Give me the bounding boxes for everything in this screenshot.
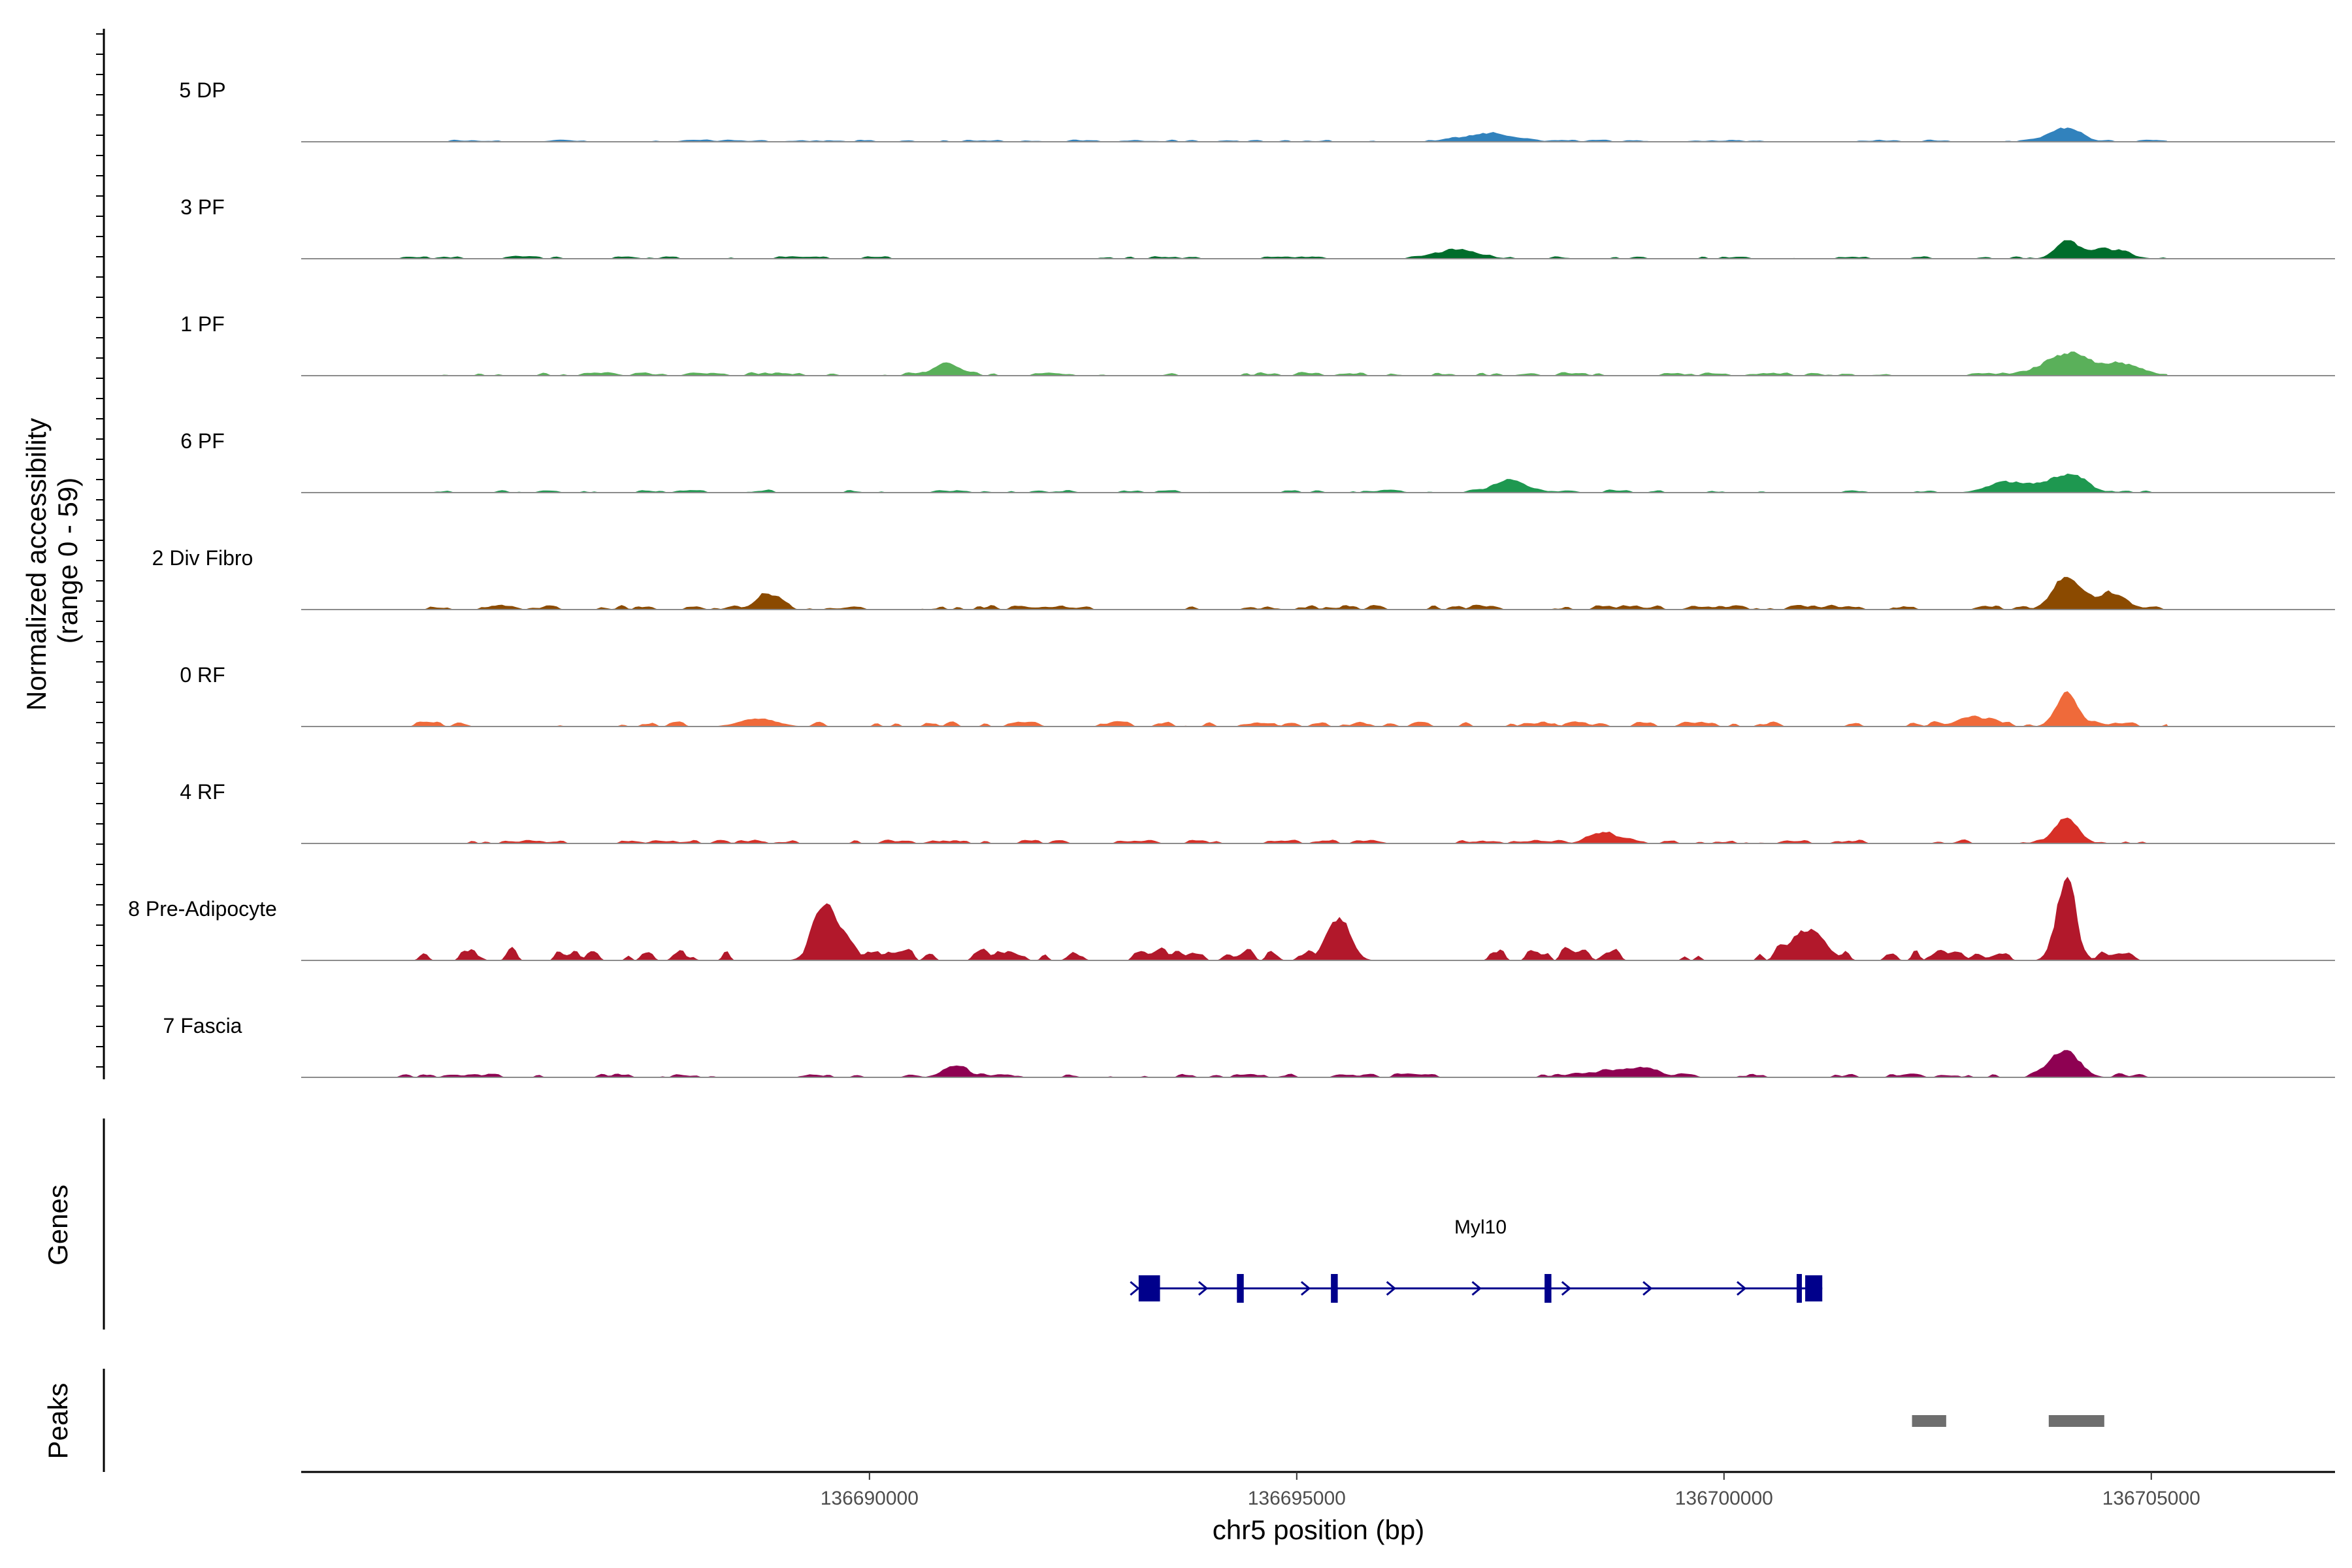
- coverage-area: [391, 877, 2168, 960]
- gene-strand-arrow: [1386, 1281, 1397, 1296]
- coverage-area: [391, 240, 2168, 259]
- track-label: 5 DP: [179, 78, 225, 102]
- track-label: 2 Div Fibro: [152, 546, 253, 570]
- peak-region-bar: [1912, 1415, 1946, 1427]
- coverage-area: [391, 351, 2168, 376]
- track-3-pf: 3 PF: [180, 195, 2335, 259]
- genes-panel: Genes Myl10: [42, 1119, 1823, 1330]
- gene-exon: [1138, 1275, 1160, 1301]
- coverage-area: [391, 1050, 2168, 1077]
- gene-strand-arrow: [1736, 1281, 1747, 1296]
- x-tick-label: 136705000: [2102, 1488, 2200, 1509]
- track-2-div-fibro: 2 Div Fibro: [152, 546, 2335, 610]
- gene-name-label: Myl10: [1454, 1217, 1507, 1238]
- peak-regions: [1912, 1415, 2104, 1427]
- coverage-area: [391, 577, 2168, 610]
- y-axis-title-line1: Normalized accessibility: [21, 418, 52, 711]
- gene-strand-arrow: [1561, 1281, 1572, 1296]
- coverage-area: [391, 127, 2168, 142]
- coverage-panel: Normalized accessibility (range 0 - 59) …: [21, 29, 2335, 1079]
- gene-exon: [1805, 1275, 1823, 1301]
- track-label: 8 Pre-Adipocyte: [128, 897, 277, 921]
- x-ticks: 136690000 136695000 136700000 136705000: [821, 1472, 2200, 1509]
- track-4-rf: 4 RF: [180, 780, 2335, 844]
- track-label: 1 PF: [180, 312, 225, 336]
- peak-region-bar: [2048, 1415, 2104, 1427]
- track-7-fascia: 7 Fascia: [163, 1014, 2335, 1078]
- coverage-y-axis-title: Normalized accessibility (range 0 - 59): [21, 410, 83, 711]
- track-6-pf: 6 PF: [180, 429, 2335, 493]
- x-tick-label: 136700000: [1675, 1488, 1773, 1509]
- gene-strand-arrow: [1198, 1281, 1209, 1296]
- track-8-pre-adipocyte: 8 Pre-Adipocyte: [128, 877, 2335, 961]
- track-label: 4 RF: [180, 780, 225, 804]
- gene-exon: [1331, 1274, 1338, 1303]
- genes-panel-label: Genes: [42, 1184, 73, 1266]
- track-5-dp: 5 DP: [179, 78, 2335, 142]
- gene-myl10: Myl10: [1130, 1217, 1823, 1303]
- gene-strand-arrow: [1300, 1281, 1311, 1296]
- track-label: 6 PF: [180, 429, 225, 453]
- coverage-area: [391, 691, 2168, 727]
- peaks-panel-label: Peaks: [42, 1383, 73, 1460]
- track-label: 7 Fascia: [163, 1014, 242, 1037]
- coverage-tracks: 5 DP 3 PF 1 PF 6 PF 2 Div Fibro 0 RF 4 RF 8 Pre…: [128, 78, 2335, 1078]
- gene-strand-arrow: [1642, 1281, 1653, 1296]
- x-axis: 136690000 136695000 136700000 136705000 chr…: [301, 1471, 2335, 1545]
- track-0-rf: 0 RF: [180, 663, 2335, 727]
- gene-exon: [1544, 1274, 1552, 1303]
- y-axis-title-line2: (range 0 - 59): [52, 478, 83, 644]
- track-1-pf: 1 PF: [180, 312, 2335, 376]
- gene-exon: [1237, 1274, 1244, 1303]
- track-label: 0 RF: [180, 663, 225, 687]
- x-axis-title: chr5 position (bp): [1213, 1514, 1425, 1545]
- x-tick-label: 136695000: [1248, 1488, 1346, 1509]
- gene-strand-arrow: [1130, 1281, 1140, 1296]
- gene-models: Myl10: [1130, 1217, 1823, 1303]
- peaks-panel: Peaks: [42, 1369, 2104, 1472]
- gene-exon: [1796, 1274, 1802, 1303]
- coverage-y-ticks: [96, 33, 104, 1068]
- x-tick-label: 136690000: [821, 1488, 919, 1509]
- track-label: 3 PF: [180, 195, 225, 219]
- gene-strand-arrow: [1471, 1281, 1482, 1296]
- coverage-area: [391, 473, 2168, 493]
- coverage-area: [391, 817, 2168, 843]
